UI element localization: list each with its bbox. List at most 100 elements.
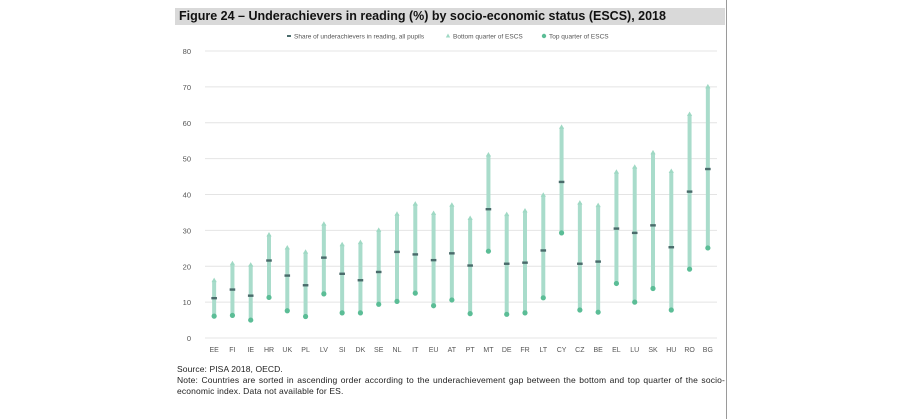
- bottom-quarter-marker: [504, 211, 510, 217]
- x-tick-label: AT: [448, 347, 457, 354]
- x-tick-label: SK: [648, 347, 658, 354]
- x-tick-label: IT: [412, 347, 419, 354]
- bottom-quarter-marker: [632, 164, 638, 169]
- x-tick-label: MT: [483, 347, 494, 354]
- figure-note: Note: Countries are sorted in ascending …: [177, 375, 725, 396]
- bottom-quarter-marker: [302, 249, 309, 254]
- top-quarter-marker: [266, 294, 272, 301]
- x-tick-label: DK: [356, 347, 366, 354]
- x-tick-label: UK: [282, 347, 292, 354]
- top-quarter-marker: [558, 230, 565, 236]
- average-marker: [503, 262, 510, 265]
- bottom-quarter-marker: [376, 227, 382, 232]
- bottom-quarter-marker: [284, 244, 290, 250]
- x-tick-label: DE: [502, 347, 512, 354]
- average-marker: [412, 253, 419, 256]
- legend-label: Share of underachievers in reading, all …: [294, 34, 425, 41]
- bottom-quarter-marker: [266, 232, 272, 237]
- top-quarter-marker: [284, 308, 290, 314]
- y-tick-label: 40: [183, 191, 191, 200]
- average-marker: [211, 296, 217, 300]
- x-tick-label: EL: [612, 347, 621, 354]
- x-tick-label: LV: [320, 347, 328, 354]
- x-tick-label: LU: [630, 347, 639, 354]
- bottom-quarter-marker: [412, 201, 418, 206]
- top-quarter-marker: [357, 310, 364, 316]
- bottom-quarter-marker: [522, 208, 528, 213]
- bottom-quarter-marker: [650, 149, 656, 155]
- legend-marker: [541, 33, 547, 39]
- average-marker: [302, 284, 309, 287]
- top-quarter-marker: [650, 285, 656, 292]
- top-quarter-marker: [632, 299, 638, 305]
- figure-title-bar: Figure 24 – Underachievers in reading (%…: [175, 8, 725, 25]
- top-quarter-marker: [412, 290, 418, 296]
- top-quarter-marker: [394, 298, 400, 305]
- legend-label: Top quarter of ESCS: [549, 34, 609, 41]
- bottom-quarter-marker: [211, 277, 217, 283]
- top-quarter-marker: [540, 295, 546, 301]
- top-quarter-marker: [705, 245, 711, 251]
- x-tick-label: SI: [339, 347, 346, 354]
- bottom-quarter-marker: [229, 260, 236, 266]
- x-tick-label: CZ: [575, 347, 585, 354]
- x-tick-label: CY: [557, 347, 567, 354]
- legend-marker: [445, 33, 451, 38]
- bottom-quarter-marker: [558, 124, 565, 129]
- average-marker: [357, 279, 364, 282]
- y-tick-label: 70: [183, 83, 191, 92]
- bottom-quarter-marker: [339, 241, 345, 247]
- bottom-quarter-marker: [394, 211, 400, 216]
- bottom-quarter-marker: [577, 200, 583, 205]
- x-tick-label: NL: [393, 347, 402, 354]
- x-tick-label: IE: [247, 347, 254, 354]
- y-tick-label: 10: [183, 298, 191, 307]
- average-marker: [558, 180, 565, 184]
- x-tick-label: HU: [666, 347, 676, 354]
- top-quarter-marker: [321, 291, 327, 297]
- average-marker: [668, 246, 675, 249]
- bottom-quarter-marker: [540, 192, 546, 197]
- y-tick-label: 50: [183, 155, 191, 164]
- average-marker: [375, 270, 382, 274]
- bottom-quarter-marker: [449, 202, 455, 207]
- average-marker: [430, 258, 437, 262]
- figure-source: Source: PISA 2018, OECD.: [177, 364, 283, 374]
- average-marker: [321, 256, 327, 259]
- bottom-quarter-marker: [613, 169, 620, 174]
- average-marker: [650, 224, 656, 227]
- range-chart: 0 10 20 30 40 50 60 70 80 Share of underachievers…: [183, 33, 717, 354]
- x-tick-label: EE: [209, 347, 219, 354]
- average-marker: [284, 274, 291, 277]
- x-tick-label: SE: [374, 347, 384, 354]
- x-tick-label: FI: [229, 347, 235, 354]
- y-tick-label: 80: [183, 47, 191, 56]
- top-quarter-marker: [668, 307, 674, 313]
- x-tick-label: BG: [703, 347, 713, 354]
- average-marker: [577, 262, 583, 265]
- average-marker: [467, 264, 473, 267]
- x-tick-label: BE: [593, 347, 603, 354]
- y-tick-label: 0: [187, 334, 191, 343]
- top-quarter-marker: [595, 309, 601, 315]
- top-quarter-marker: [449, 297, 455, 303]
- legend-label: Bottom quarter of ESCS: [453, 34, 523, 41]
- top-quarter-marker: [577, 307, 583, 313]
- top-quarter-marker: [467, 311, 473, 317]
- average-marker: [247, 294, 254, 297]
- average-marker: [595, 260, 601, 263]
- y-tick-label: 20: [183, 262, 191, 271]
- top-quarter-marker: [248, 317, 254, 323]
- average-marker: [540, 249, 547, 252]
- top-quarter-marker: [485, 248, 492, 254]
- x-tick-label: LT: [539, 347, 547, 354]
- bottom-quarter-marker: [248, 262, 254, 267]
- top-quarter-marker: [229, 312, 236, 318]
- average-marker: [613, 227, 620, 230]
- legend-marker: [287, 35, 291, 37]
- y-tick-label: 60: [183, 119, 191, 128]
- x-tick-label: HR: [264, 347, 274, 354]
- bottom-quarter-marker: [668, 168, 674, 174]
- x-tick-label: EU: [429, 347, 439, 354]
- frame-border-line: [726, 0, 727, 419]
